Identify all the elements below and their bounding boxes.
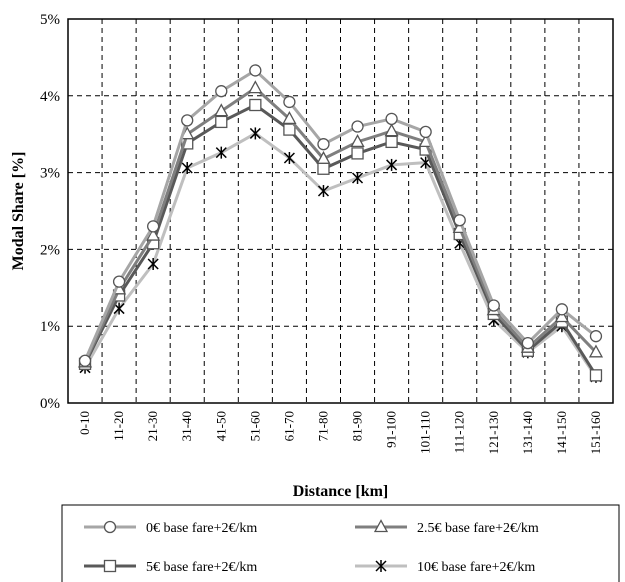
y-tick-label: 4%	[40, 89, 60, 105]
data-point	[419, 125, 432, 139]
data-point	[317, 162, 330, 175]
x-tick-label: 71-80	[315, 411, 330, 441]
y-tick-labels: 0% 1% 2% 3% 4% 5%	[40, 12, 60, 412]
data-point	[181, 114, 194, 127]
x-axis-title: Distance [km]	[293, 483, 389, 500]
data-point	[350, 134, 365, 148]
data-point	[283, 152, 295, 165]
data-point	[385, 135, 398, 149]
legend-entries: 0€ base fare+2€/km 2.5€ base fare+2€/km 5€…	[84, 519, 539, 575]
data-point	[283, 123, 296, 136]
data-point	[386, 158, 398, 171]
data-point	[215, 115, 228, 129]
data-point	[588, 344, 604, 358]
y-tick-label: 3%	[40, 166, 60, 182]
y-axis-title: Modal Share [%]	[10, 152, 27, 271]
data-point	[147, 220, 160, 233]
x-tick-label: 11-20	[111, 411, 126, 441]
data-point	[521, 336, 534, 350]
data-point	[375, 560, 387, 572]
x-tick-labels: 0-10 11-20 21-30 31-40 41-50 51-60 61-70 71-80 8…	[77, 411, 603, 454]
x-tick-label: 51-60	[247, 411, 262, 441]
x-tick-label: 121-130	[486, 411, 501, 454]
x-tick-label: 91-100	[384, 411, 399, 448]
data-point	[146, 227, 161, 241]
x-tick-label: 131-140	[520, 411, 535, 454]
data-point	[215, 85, 228, 98]
series-path	[83, 131, 598, 378]
data-point	[103, 520, 117, 534]
data-point	[589, 330, 603, 343]
x-tick-label: 21-30	[145, 411, 160, 441]
series-path	[83, 103, 598, 377]
legend-label: 0€ base fare+2€/km	[146, 521, 257, 536]
data-point	[554, 309, 570, 323]
legend	[61, 504, 620, 582]
data-point	[317, 185, 329, 198]
data-point	[249, 127, 261, 140]
series-path	[83, 68, 597, 362]
legend-label: 10€ base fare+2€/km	[417, 560, 535, 575]
data-point	[351, 120, 364, 133]
data-point	[249, 98, 262, 112]
data-point	[103, 559, 117, 573]
data-point	[282, 110, 297, 124]
y-tick-label: 2%	[40, 242, 60, 258]
x-tick-label: 61-70	[281, 411, 296, 441]
data-point	[283, 95, 296, 109]
y-tick-label: 0%	[40, 396, 60, 412]
data-point	[384, 123, 399, 137]
data-point	[589, 369, 603, 382]
data-point	[317, 138, 330, 151]
data-point	[385, 112, 398, 125]
x-tick-label: 81-90	[350, 411, 365, 441]
series-line	[78, 64, 603, 367]
series-path	[83, 86, 598, 363]
x-tick-label: 141-150	[554, 411, 569, 454]
x-tick-label: 101-110	[418, 411, 433, 454]
legend-entry: 0€ base fare+2€/km	[84, 520, 257, 536]
legend-label: 2.5€ base fare+2€/km	[417, 521, 539, 536]
plot-frame	[67, 18, 614, 404]
data-point	[316, 150, 331, 164]
x-tick-label: 151-160	[588, 411, 603, 454]
data-point	[78, 354, 92, 367]
legend-label: 5€ base fare+2€/km	[146, 560, 257, 575]
legend-entry: 5€ base fare+2€/km	[84, 559, 257, 575]
series-lines	[77, 64, 604, 383]
x-tick-label: 31-40	[179, 411, 194, 441]
data-point	[352, 171, 364, 184]
data-point	[555, 303, 569, 316]
data-point	[147, 257, 159, 270]
data-point	[248, 80, 263, 94]
legend-entry: 10€ base fare+2€/km	[355, 560, 535, 575]
data-point	[181, 161, 193, 174]
x-tick-label: 41-50	[213, 411, 228, 441]
x-tick-label: 111-120	[452, 411, 467, 453]
data-point	[249, 64, 262, 77]
y-tick-label: 5%	[40, 12, 60, 28]
data-point	[487, 299, 500, 312]
data-point	[214, 103, 229, 117]
data-point	[373, 519, 389, 533]
legend-entry: 2.5€ base fare+2€/km	[355, 519, 539, 536]
x-tick-label: 0-10	[77, 411, 92, 435]
data-point	[351, 147, 364, 160]
data-point	[453, 214, 466, 227]
data-point	[112, 275, 126, 288]
data-point	[215, 146, 227, 159]
y-tick-label: 1%	[40, 319, 60, 335]
